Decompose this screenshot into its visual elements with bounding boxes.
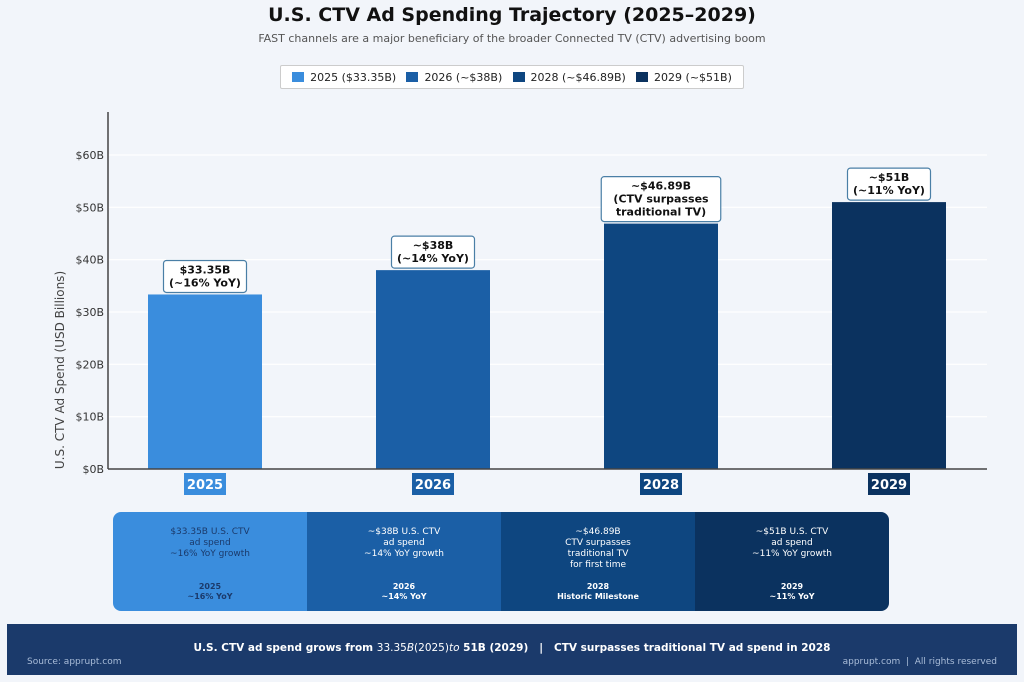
data-label-text: (~14% YoY) <box>397 252 469 265</box>
bars <box>148 202 946 469</box>
x-tick-label: 2029 <box>871 478 907 493</box>
footer-text: U.S. CTV ad spend grows from <box>193 642 377 654</box>
summary-card-2026: ~$38B U.S. CTV ad spend ~14% YoY growth … <box>307 512 501 611</box>
y-tick-label: $50B <box>75 201 104 214</box>
data-label-text: ~$51B <box>869 171 910 184</box>
y-tick-label: $40B <box>75 254 104 267</box>
data-label-text: (CTV surpasses <box>613 193 709 206</box>
footer-banner: U.S. CTV ad spend grows from 33.35B(2025… <box>7 624 1017 675</box>
footer-text: (2025) <box>414 642 449 654</box>
legend-swatch <box>636 72 649 82</box>
legend-item: 2029 (~$51B) <box>636 71 732 84</box>
legend: 2025 ($33.35B) 2026 (~$38B) 2028 (~$46.8… <box>280 65 744 89</box>
data-label: $33.35B(~16% YoY) <box>162 259 248 294</box>
bar-2026 <box>376 270 490 469</box>
data-label-box <box>162 259 248 294</box>
summary-card-2029: ~$51B U.S. CTV ad spend ~11% YoY growth … <box>695 512 889 611</box>
y-tick-label: $20B <box>75 358 104 371</box>
chart-title: U.S. CTV Ad Spending Trajectory (2025–20… <box>268 4 756 26</box>
legend-label: 2026 (~$38B) <box>424 70 503 84</box>
bar-2025 <box>148 294 262 469</box>
legend-swatch <box>406 72 419 82</box>
source-credit: Source: apprupt.com <box>27 657 122 667</box>
legend-item: 2028 (~$46.89B) <box>512 70 626 84</box>
card-footer: 2028 Historic Milestone <box>557 582 639 601</box>
data-label-text: ~$38B <box>413 239 454 252</box>
y-tick-label: $60B <box>75 149 104 162</box>
x-tick-label: 2026 <box>415 478 451 493</box>
y-tick-label: $10B <box>75 411 104 424</box>
data-label-text: ~$46.89B <box>631 180 691 193</box>
data-label-box <box>846 167 932 201</box>
data-label-text: traditional TV) <box>616 206 706 219</box>
card-description: $33.35B U.S. CTV ad spend ~16% YoY growt… <box>170 527 250 559</box>
footer-text: to <box>448 642 460 654</box>
bar-chart: U.S. CTV Ad Spend (USD Billions) $0B $10B… <box>53 112 987 495</box>
footer-text: 51B (2029) | CTV surpasses traditional T… <box>459 642 831 654</box>
y-tick-label: $30B <box>75 306 104 319</box>
bar-2029 <box>832 202 946 469</box>
rights-notice: apprupt.com | All rights reserved <box>842 657 997 667</box>
x-tick-label: 2025 <box>187 478 223 493</box>
summary-cards: $33.35B U.S. CTV ad spend ~16% YoY growt… <box>113 512 889 611</box>
y-tick-label: $0B <box>82 463 104 476</box>
data-label: ~$51B(~11% YoY) <box>846 167 932 201</box>
data-label-box <box>600 176 722 223</box>
footer-text: B <box>406 642 415 654</box>
y-axis-ticks: $0B $10B $20B $30B $40B $50B $60B <box>75 149 104 476</box>
legend-label: 2028 (~$46.89B) <box>530 70 626 84</box>
legend-label: 2025 ($33.35B) <box>310 70 397 84</box>
legend-label: 2029 (~$51B) <box>654 70 732 84</box>
card-description: ~$46.89B CTV surpasses traditional TV fo… <box>565 527 631 570</box>
data-label: ~$38B(~14% YoY) <box>390 235 476 269</box>
x-tick-badge <box>868 473 910 495</box>
annotations: $33.35B(~16% YoY) ~$38B(~14% YoY) ~$46.89B… <box>162 167 932 294</box>
x-tick-badge <box>640 473 682 495</box>
data-label-text: (~11% YoY) <box>853 184 925 197</box>
card-footer: 2029 ~11% YoY <box>769 582 815 601</box>
legend-swatch <box>512 72 525 82</box>
card-description: ~$51B U.S. CTV ad spend ~11% YoY growth <box>752 527 832 559</box>
card-footer: 2026 ~14% YoY <box>381 582 427 601</box>
data-label-text: $33.35B <box>180 263 231 276</box>
chart-subtitle: FAST channels are a major beneficiary of… <box>258 32 766 45</box>
card-footer: 2025 ~16% YoY <box>187 582 233 601</box>
x-tick-label: 2028 <box>643 478 679 493</box>
data-label-text: (~16% YoY) <box>169 276 241 289</box>
x-tick-badge <box>184 473 226 495</box>
footer-headline: U.S. CTV ad spend grows from 33.35B(2025… <box>7 642 1017 654</box>
footer-text: 33.35 <box>376 642 407 654</box>
card-description: ~$38B U.S. CTV ad spend ~14% YoY growth <box>364 527 444 559</box>
x-axis-ticks: 2025 2026 2028 2029 <box>184 473 910 495</box>
bar-2028 <box>604 223 718 469</box>
legend-swatch <box>292 72 305 82</box>
summary-card-2025: $33.35B U.S. CTV ad spend ~16% YoY growt… <box>113 512 307 611</box>
data-label-box <box>390 235 476 269</box>
y-axis-label: U.S. CTV Ad Spend (USD Billions) <box>53 271 67 469</box>
summary-card-2028: ~$46.89B CTV surpasses traditional TV fo… <box>501 512 695 611</box>
legend-item: 2025 ($33.35B) <box>292 71 396 84</box>
legend-item: 2026 (~$38B) <box>406 71 502 84</box>
x-tick-badge <box>412 473 454 495</box>
